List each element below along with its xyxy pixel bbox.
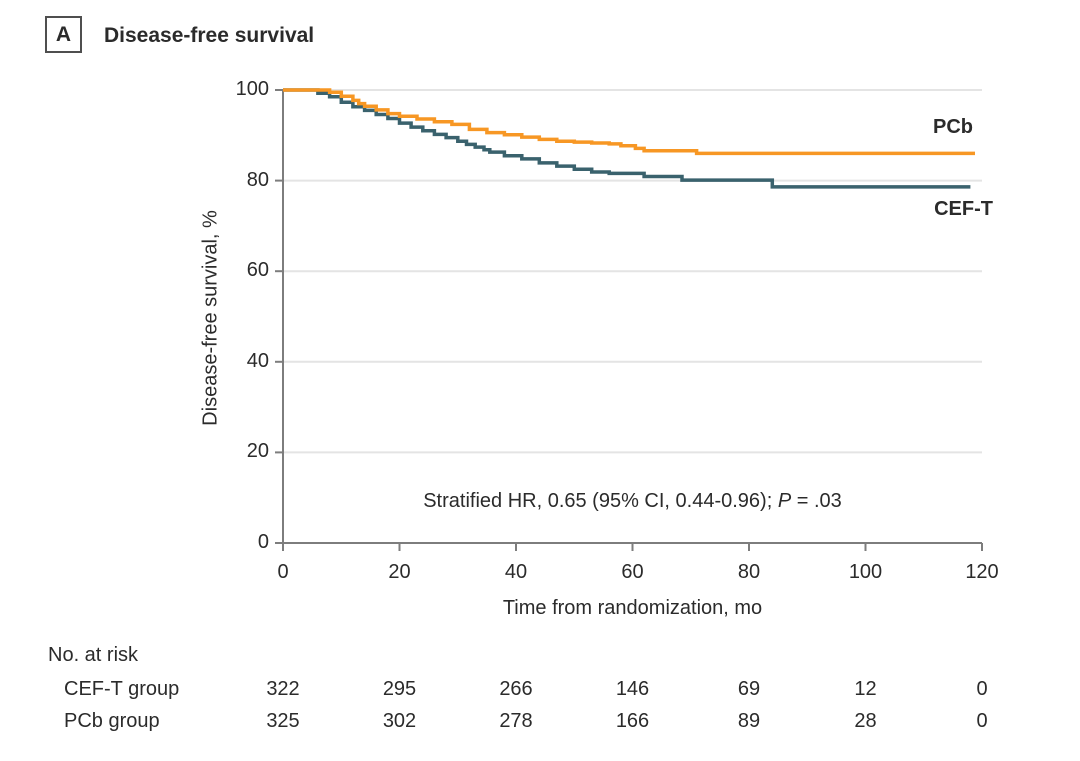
at-risk-count-pcb-60: 166 [615, 710, 650, 732]
y-axis-title: Disease-free survival, % [199, 210, 222, 426]
at-risk-row-label-ceft: CEF-T group [64, 678, 180, 700]
at-risk-count-cef-t-0: 322 [266, 678, 300, 700]
hr-annotation-text: Stratified HR, 0.65 (95% CI, 0.44-0.96); [423, 490, 778, 512]
x-tick-label-0: 0 [277, 561, 289, 583]
at-risk-count-cef-t-120: 0 [976, 678, 988, 700]
at-risk-count-cef-t-20: 295 [382, 678, 417, 700]
curve-label-ceft: CEF-T [934, 198, 993, 220]
panel-title: Disease-free survival [104, 24, 315, 47]
at-risk-row-label-pcb: PCb group [64, 710, 160, 732]
y-tick-label-100: 100 [235, 78, 269, 100]
x-axis-title: Time from randomization, mo [502, 597, 763, 619]
x-tick-label-40: 40 [504, 561, 528, 583]
x-tick-label-80: 80 [737, 561, 761, 583]
panel-label-badge: A [45, 16, 82, 53]
at-risk-count-pcb-40: 278 [499, 710, 533, 732]
at-risk-count-cef-t-100: 12 [854, 678, 877, 700]
curve-label-pcb: PCb [933, 116, 973, 138]
y-tick-label-80: 80 [246, 168, 269, 191]
at-risk-count-pcb-0: 325 [266, 710, 300, 732]
at-risk-count-cef-t-40: 266 [499, 678, 533, 700]
x-tick-label-60: 60 [621, 561, 644, 583]
at-risk-count-pcb-80: 89 [737, 710, 761, 732]
hr-annotation: Stratified HR, 0.65 (95% CI, 0.44-0.96);… [283, 490, 982, 513]
y-tick-label-0: 0 [257, 531, 269, 553]
at-risk-header: No. at risk [48, 644, 139, 666]
p-symbol: P [777, 490, 792, 512]
x-tick-label-100: 100 [848, 561, 883, 583]
p-value-text: = .03 [791, 490, 842, 512]
x-tick-label-120: 120 [965, 561, 999, 583]
y-tick-label-40: 40 [246, 349, 269, 372]
at-risk-count-pcb-100: 28 [854, 710, 877, 732]
at-risk-count-pcb-120: 0 [976, 710, 988, 732]
x-tick-label-20: 20 [388, 561, 411, 583]
at-risk-count-cef-t-60: 146 [615, 678, 650, 700]
at-risk-count-pcb-20: 302 [382, 710, 417, 732]
km-curve-pcb [283, 88, 975, 156]
y-tick-label-60: 60 [246, 259, 269, 282]
at-risk-count-cef-t-80: 69 [737, 678, 761, 700]
km-curve-cef-t [283, 88, 971, 189]
y-tick-label-20: 20 [246, 440, 269, 463]
